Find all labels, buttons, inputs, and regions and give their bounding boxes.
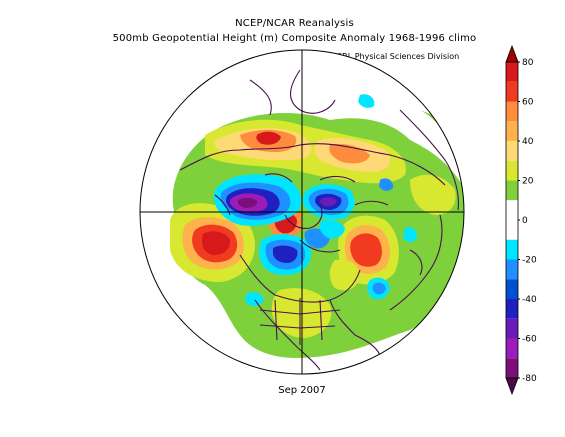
colorbar-bin xyxy=(506,121,518,141)
anomaly-negative-region xyxy=(372,282,386,295)
colorbar-bin xyxy=(506,299,518,319)
anomaly-positive-region xyxy=(329,259,360,291)
colorbar-bin xyxy=(506,338,518,359)
anomaly-negative-region xyxy=(379,178,394,191)
anomaly-negative-region xyxy=(320,197,337,207)
anomaly-negative-region xyxy=(358,94,375,108)
colorbar-label: -20 xyxy=(522,256,537,266)
colorbar-label: -80 xyxy=(522,374,537,384)
anomaly-field xyxy=(140,50,464,374)
anomaly-negative-region xyxy=(403,227,418,243)
colorbar: 80 60 40 20 0 -20 -40 -60 -80 xyxy=(505,44,537,396)
colorbar-cap-top xyxy=(505,44,519,63)
colorbar-bin xyxy=(506,62,518,82)
anomaly-negative-region xyxy=(245,292,264,307)
anomaly-positive-region xyxy=(202,231,231,256)
colorbar-bin xyxy=(506,259,518,280)
colorbar-bin xyxy=(506,141,518,161)
colorbar-cap-bottom xyxy=(505,377,519,396)
map-subtitle: 500mb Geopotential Height (m) Composite … xyxy=(112,33,477,44)
colorbar-bin xyxy=(506,318,518,339)
colorbar-label: 20 xyxy=(522,177,534,187)
anomaly-positive-region xyxy=(256,131,281,145)
colorbar-bin xyxy=(506,358,518,378)
anomaly-negative-region xyxy=(273,245,298,263)
date-label: Sep 2007 xyxy=(278,385,326,396)
anomaly-positive-region xyxy=(350,233,382,267)
colorbar-label: -60 xyxy=(522,335,537,345)
anomaly-negative-region xyxy=(319,220,345,239)
map-title: NCEP/NCAR Reanalysis xyxy=(235,18,354,29)
colorbar-bin xyxy=(506,200,518,220)
colorbar-bin xyxy=(506,279,518,299)
colorbar-label: -40 xyxy=(522,295,537,305)
colorbar-bin xyxy=(506,180,518,201)
colorbar-label: 60 xyxy=(522,98,534,108)
credit-label: NOAA/ESRL Physical Sciences Division xyxy=(306,52,460,61)
colorbar-bin xyxy=(506,220,518,240)
colorbar-label: 0 xyxy=(522,216,528,226)
colorbar-bin xyxy=(506,81,518,102)
colorbar-label: 40 xyxy=(522,137,534,147)
coastlines xyxy=(179,69,459,371)
colorbar-label: 80 xyxy=(522,58,534,68)
anomaly-negative-region xyxy=(237,197,258,208)
colorbar-bin xyxy=(506,160,518,181)
colorbar-bin xyxy=(506,101,518,122)
colorbar-bin xyxy=(506,239,518,260)
